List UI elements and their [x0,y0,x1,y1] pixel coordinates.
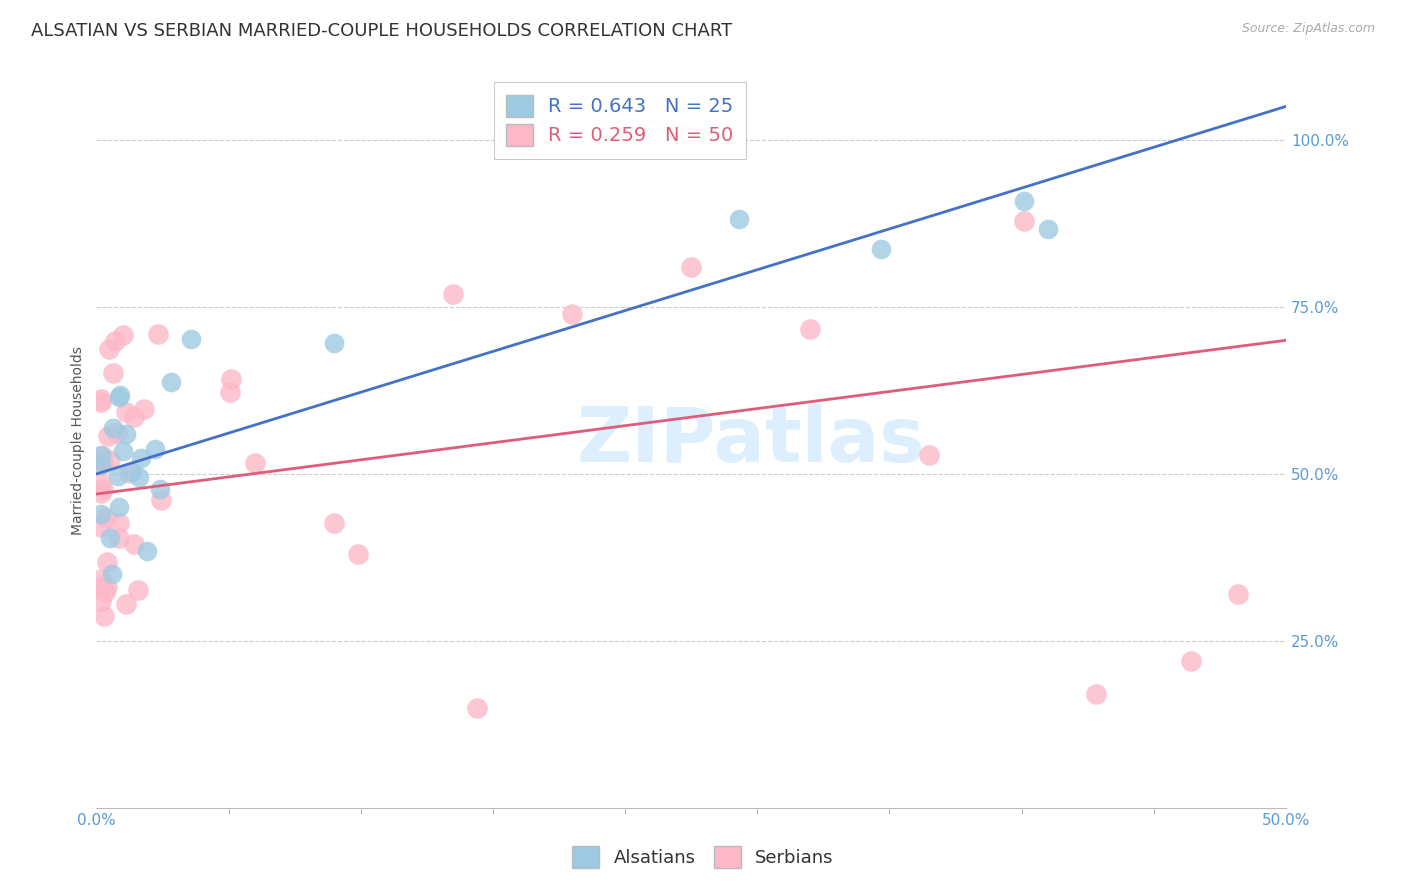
Point [98,453,121,467]
Point [1036,222,1059,236]
Point [96,580,118,594]
Point [90,458,112,473]
Text: ALSATIAN VS SERBIAN MARRIED-COUPLE HOUSEHOLDS CORRELATION CHART: ALSATIAN VS SERBIAN MARRIED-COUPLE HOUSE… [31,22,733,40]
Point [115,597,138,611]
Point [90,519,112,533]
Point [799,322,821,336]
Point [323,335,346,350]
Point [90,395,112,409]
Point [143,442,166,456]
Point [146,326,169,341]
Point [1084,688,1107,702]
Point [1012,214,1035,228]
Point [1180,654,1202,668]
Point [107,469,129,483]
Text: ZIPatlas: ZIPatlas [576,403,925,477]
Point [129,450,152,465]
Point [90,458,112,472]
Point [918,449,941,463]
Point [90,594,112,608]
Point [150,493,173,508]
Point [96,510,118,524]
Point [323,516,346,531]
Point [727,212,749,227]
Point [1012,194,1035,209]
Point [111,444,134,458]
Point [121,466,143,480]
Point [91,454,114,468]
Point [118,466,141,480]
Point [101,366,124,380]
Point [115,427,138,442]
Point [90,507,112,521]
Point [122,537,145,551]
Y-axis label: Married-couple Households: Married-couple Households [72,346,86,535]
Point [180,332,202,346]
Point [219,371,242,385]
Point [108,500,131,514]
Point [90,449,112,463]
Point [105,425,128,440]
Point [90,572,112,586]
Point [108,390,131,404]
Point [93,585,115,599]
Point [347,547,370,561]
Point [111,327,134,342]
Point [90,448,112,462]
Point [110,388,132,402]
Point [101,421,124,435]
Point [91,482,114,496]
Point [98,531,121,545]
Point [90,476,112,491]
Point [245,456,267,470]
Point [104,334,127,348]
Point [134,402,156,417]
Point [127,583,149,598]
Point [149,482,172,496]
Point [219,385,242,400]
Point [561,307,583,321]
Point [108,516,131,531]
Point [681,260,703,275]
Point [107,531,129,545]
Legend: R = 0.643   N = 25, R = 0.259   N = 50: R = 0.643 N = 25, R = 0.259 N = 50 [494,82,745,159]
Point [90,580,112,594]
Text: Source: ZipAtlas.com: Source: ZipAtlas.com [1241,22,1375,36]
Point [870,243,893,257]
Point [128,470,150,484]
Point [90,392,112,406]
Point [97,429,120,443]
Point [96,556,118,570]
Point [441,286,464,301]
Point [115,405,138,419]
Point [101,567,124,582]
Point [465,701,488,715]
Point [124,409,146,424]
Point [97,342,120,356]
Point [136,544,159,558]
Point [90,485,112,500]
Legend: Alsatians, Serbians: Alsatians, Serbians [561,835,845,879]
Point [1227,587,1250,601]
Point [93,609,115,624]
Point [159,376,181,390]
